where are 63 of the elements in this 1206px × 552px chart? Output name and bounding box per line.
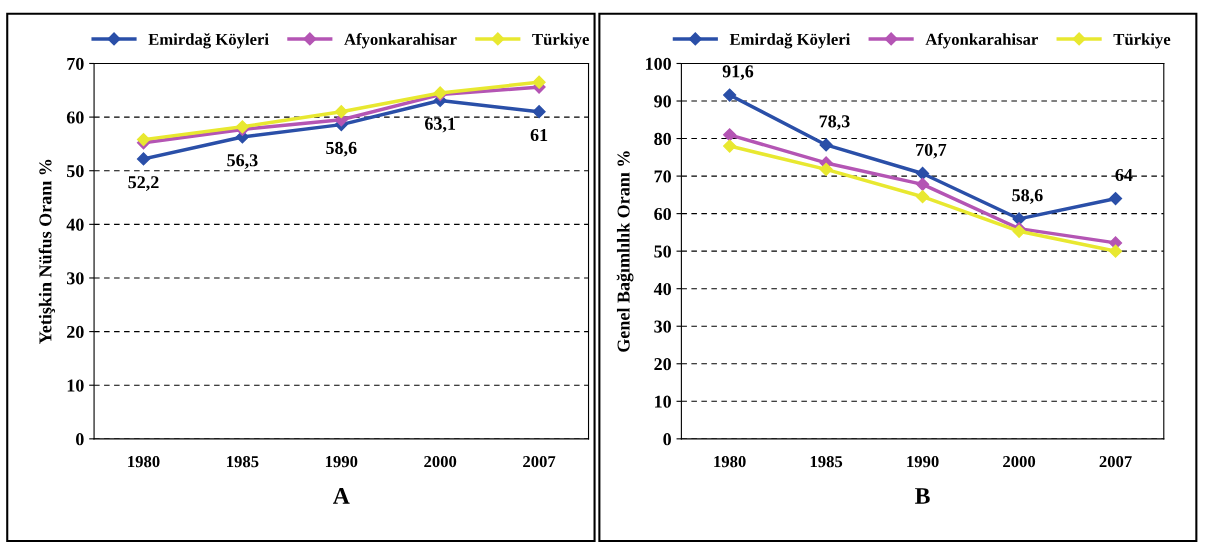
x-tick-label: 1980 — [714, 455, 746, 468]
legend-label: Türkiye — [532, 33, 589, 49]
legend-label: Afyonkarahisar — [344, 33, 457, 49]
y-tick-label: 10 — [655, 395, 671, 408]
y-tick-label: 40 — [653, 282, 671, 296]
x-tick-label: 1985 — [810, 455, 843, 468]
y-tick-label: 60 — [654, 207, 671, 221]
y-tick-label: 20 — [654, 358, 671, 371]
y-tick-label: 10 — [67, 379, 84, 392]
y-tick-label: 100 — [646, 57, 671, 70]
x-axis-title: A — [333, 488, 350, 504]
data-label: 58,6 — [1012, 189, 1043, 204]
legend-label: Emirdağ Köyleri — [148, 33, 269, 49]
y-tick-label: 30 — [66, 272, 84, 285]
point — [916, 166, 930, 181]
x-tick-label: 2000 — [424, 455, 457, 468]
y-tick-label: 20 — [67, 325, 84, 339]
data-label: 52,2 — [128, 176, 159, 191]
point — [532, 105, 546, 119]
data-label: 63,1 — [425, 117, 456, 133]
y-tick-label: 90 — [654, 95, 671, 108]
data-label: 70,7 — [916, 143, 947, 159]
x-axis-title: B — [915, 488, 930, 504]
point — [532, 75, 546, 89]
y-tick-label: 80 — [654, 132, 671, 145]
data-label: 61 — [530, 128, 548, 142]
y-axis-title: Yetişkin Nüfus Oranı % — [38, 159, 56, 344]
point — [723, 88, 737, 102]
legend-label: Türkiye — [1113, 33, 1171, 49]
point — [819, 162, 833, 176]
legend-label: Afyonkarahisar — [925, 33, 1038, 49]
x-tick-label: 2000 — [1003, 455, 1036, 468]
x-tick-label: 1990 — [325, 455, 358, 468]
x-tick-label: 2007 — [523, 455, 556, 468]
data-label: 56,3 — [227, 154, 258, 169]
data-label: 58,6 — [326, 141, 357, 157]
y-tick-label: 50 — [67, 164, 84, 178]
x-tick-label: 1990 — [907, 455, 939, 468]
data-label: 64 — [1115, 168, 1133, 182]
point — [1108, 192, 1123, 206]
y-tick-label: 50 — [654, 245, 671, 258]
y-tick-label: 40 — [66, 218, 84, 231]
data-label: 78,3 — [819, 115, 850, 130]
point — [723, 139, 737, 153]
y-tick-label: 70 — [67, 57, 84, 70]
point — [819, 138, 833, 152]
y-tick-label: 30 — [654, 320, 671, 333]
data-label: 91,6 — [722, 65, 754, 81]
point — [723, 128, 737, 142]
point — [1108, 244, 1123, 258]
y-tick-label: 70 — [654, 170, 671, 183]
point — [916, 190, 930, 204]
y-axis-title: Genel Bağımlılık Oranı % — [616, 151, 634, 352]
point — [136, 152, 151, 166]
x-tick-label: 1980 — [128, 455, 160, 468]
y-tick-label: 0 — [663, 433, 671, 446]
point — [334, 105, 348, 119]
point — [916, 177, 930, 191]
y-tick-label: 60 — [66, 111, 84, 124]
x-tick-label: 2007 — [1099, 455, 1132, 468]
x-tick-label: 1985 — [227, 455, 259, 468]
y-tick-label: 0 — [76, 433, 84, 446]
legend-label: Emirdağ Köyleri — [729, 33, 851, 49]
